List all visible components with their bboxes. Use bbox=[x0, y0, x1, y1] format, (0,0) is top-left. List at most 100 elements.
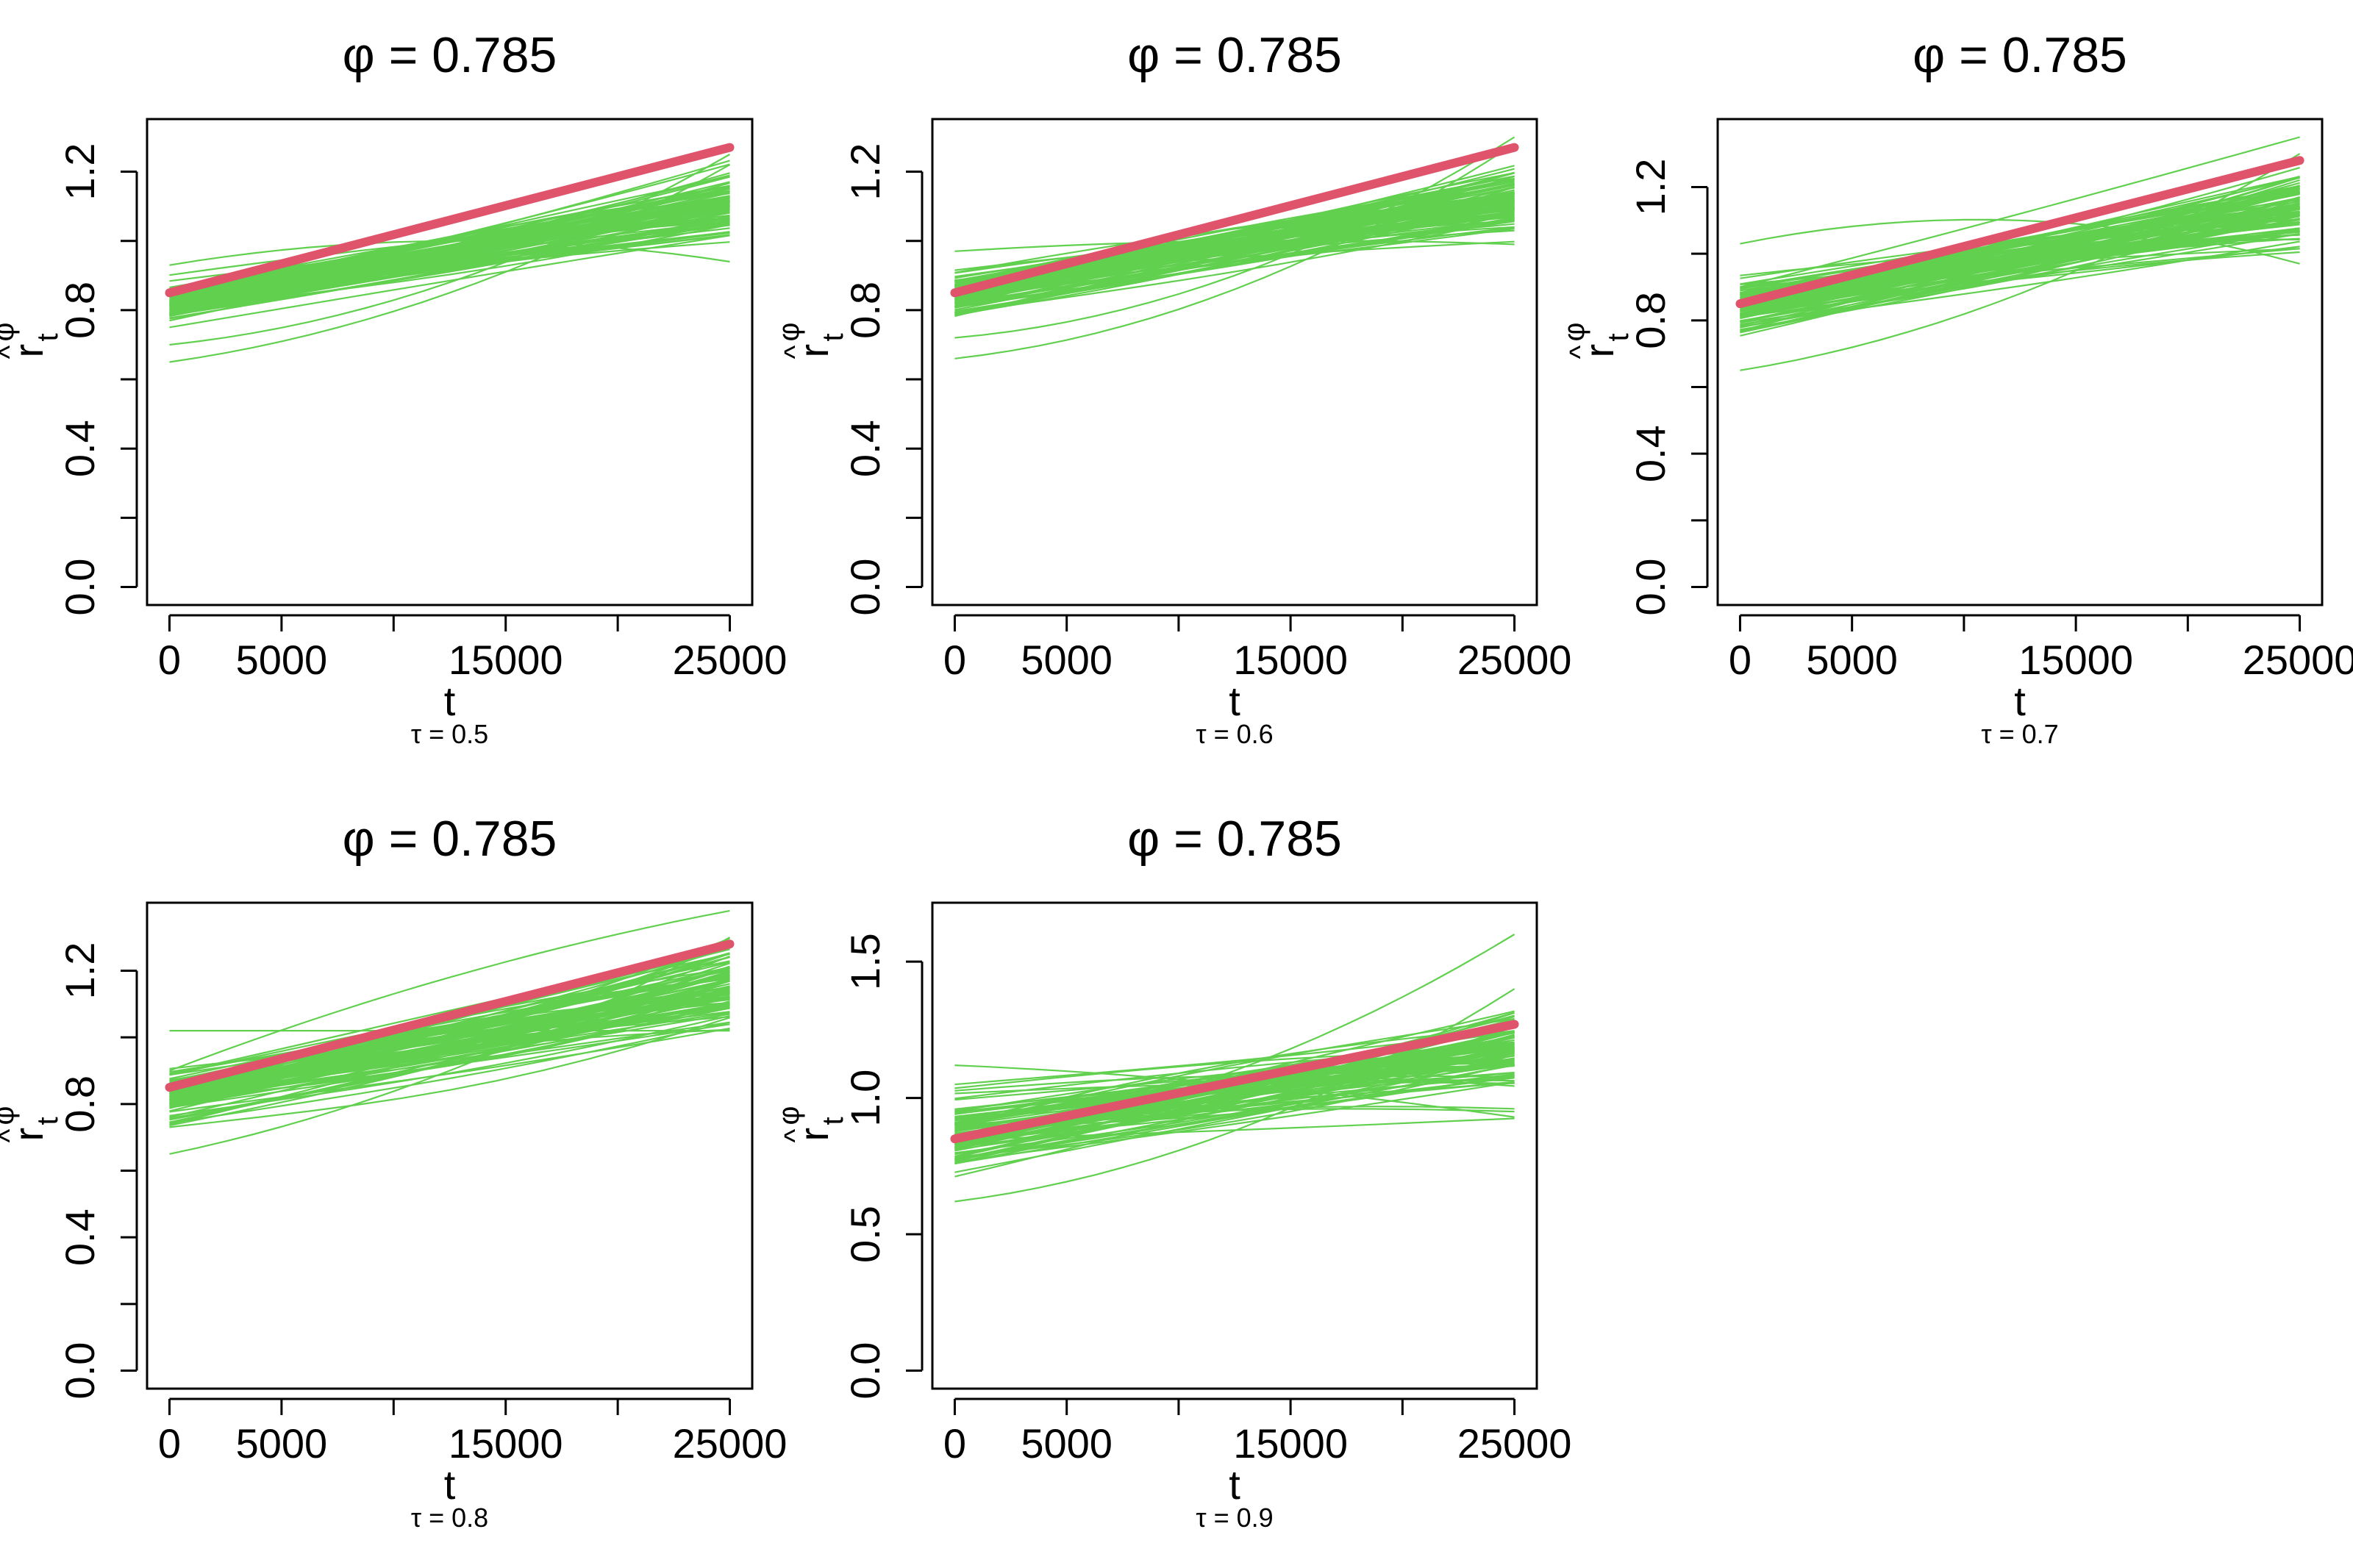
bootstrap-curve bbox=[169, 196, 730, 301]
bootstrap-curve bbox=[954, 1072, 1515, 1152]
bootstrap-curve bbox=[169, 1006, 730, 1089]
true-curve bbox=[950, 143, 1519, 298]
y-label-sup: φ bbox=[0, 1106, 20, 1125]
bootstrap-curve bbox=[169, 210, 730, 316]
panel-title: φ = 0.785 bbox=[1127, 811, 1342, 867]
bootstrap-curve bbox=[169, 1007, 730, 1089]
bootstrap-curve bbox=[169, 195, 730, 317]
y-tick-label: 0.5 bbox=[842, 1206, 888, 1263]
bootstrap-curve bbox=[954, 1063, 1515, 1113]
true-curve bbox=[1735, 156, 2304, 309]
bootstrap-curve bbox=[169, 227, 730, 305]
bootstrap-curve bbox=[169, 154, 731, 346]
y-tick-label: 0.0 bbox=[842, 559, 888, 616]
y-tick-label: 0.8 bbox=[57, 1075, 103, 1133]
bootstrap-curve bbox=[169, 978, 730, 1098]
y-label-hat: ^ bbox=[1564, 346, 1596, 359]
x-tick-label: 0 bbox=[1729, 637, 1752, 683]
x-tick-label: 15000 bbox=[1233, 1420, 1348, 1467]
panel-title: φ = 0.785 bbox=[1127, 27, 1342, 83]
x-tick-label: 0 bbox=[943, 1420, 966, 1467]
panel-caption: τ = 0.5 bbox=[411, 719, 488, 749]
y-tick-label: 0.0 bbox=[57, 559, 103, 616]
bootstrap-curve bbox=[169, 240, 730, 266]
y-tick-label: 1.5 bbox=[842, 933, 888, 990]
y-tick-label: 1.2 bbox=[57, 942, 103, 1000]
x-tick-label: 15000 bbox=[2018, 637, 2133, 683]
x-tick-label: 25000 bbox=[1457, 1420, 1572, 1467]
x-tick-label: 5000 bbox=[236, 637, 328, 683]
x-tick-label: 15000 bbox=[449, 1420, 563, 1467]
y-tick-label: 1.2 bbox=[57, 143, 103, 201]
y-label-sup: φ bbox=[0, 323, 20, 342]
true-curve bbox=[165, 143, 735, 298]
x-tick-label: 0 bbox=[943, 637, 966, 683]
y-label-sub: t bbox=[1602, 333, 1635, 341]
y-tick-label: 0.0 bbox=[842, 1342, 888, 1400]
bootstrap-curve bbox=[1740, 218, 2300, 265]
plot-frame bbox=[931, 118, 1538, 606]
y-tick-label: 0.8 bbox=[57, 282, 103, 339]
bootstrap-curve bbox=[1740, 136, 2300, 288]
bootstrap-curve bbox=[954, 1048, 1515, 1151]
plot-frame bbox=[931, 901, 1538, 1390]
bootstrap-curve bbox=[1740, 187, 2300, 304]
bootstrap-curve bbox=[169, 909, 730, 1072]
bootstrap-curve bbox=[954, 190, 1515, 301]
x-tick-label: 5000 bbox=[236, 1420, 328, 1467]
y-label-base: r bbox=[5, 1128, 51, 1142]
bootstrap-curve bbox=[954, 1081, 1515, 1163]
panel-caption: τ = 0.9 bbox=[1196, 1503, 1273, 1533]
bootstrap-curve bbox=[1740, 153, 2301, 371]
panel-caption: τ = 0.7 bbox=[1981, 719, 2058, 749]
y-label-hat: ^ bbox=[0, 1129, 26, 1143]
bootstrap-curve bbox=[1740, 185, 2300, 333]
y-tick-label: 0.4 bbox=[1627, 425, 1674, 482]
bootstrap-curve bbox=[954, 1055, 1515, 1148]
y-label-sub: t bbox=[32, 1117, 64, 1125]
x-tick-label: 15000 bbox=[1233, 637, 1348, 683]
x-axis-label: t bbox=[2014, 678, 2026, 724]
x-axis-label: t bbox=[444, 1461, 456, 1508]
y-label-hat: ^ bbox=[779, 1129, 811, 1143]
x-tick-label: 25000 bbox=[673, 1420, 788, 1467]
bootstrap-curve bbox=[954, 186, 1515, 315]
y-tick-label: 0.8 bbox=[842, 282, 888, 339]
bootstrap-curve bbox=[169, 1000, 730, 1101]
bootstrap-curve bbox=[1740, 251, 2300, 318]
bootstrap-curve bbox=[169, 977, 730, 1108]
bootstrap-curve bbox=[169, 207, 730, 310]
bootstrap-curve bbox=[1740, 187, 2300, 308]
y-tick-label: 1.2 bbox=[1627, 159, 1674, 216]
bootstrap-curve bbox=[954, 1075, 1515, 1160]
panel-title: φ = 0.785 bbox=[343, 27, 557, 83]
plot-area bbox=[950, 934, 1519, 1203]
x-tick-label: 0 bbox=[158, 637, 181, 683]
y-label-base: r bbox=[790, 344, 837, 358]
bootstrap-curve bbox=[169, 937, 731, 1155]
x-axis-label: t bbox=[444, 678, 456, 724]
bootstrap-curve bbox=[954, 1057, 1515, 1165]
panel-title: φ = 0.785 bbox=[343, 811, 557, 867]
bootstrap-curve bbox=[169, 1021, 730, 1102]
panel-title: φ = 0.785 bbox=[1913, 27, 2127, 83]
bootstrap-curve bbox=[1740, 212, 2300, 305]
bootstrap-curve bbox=[169, 215, 730, 317]
plot-frame bbox=[146, 118, 754, 606]
y-label-sup: φ bbox=[773, 323, 805, 342]
y-label-base: r bbox=[1576, 344, 1622, 358]
y-tick-label: 0.4 bbox=[842, 420, 888, 477]
y-tick-label: 1.2 bbox=[842, 143, 888, 201]
bootstrap-curve bbox=[954, 172, 1515, 301]
x-tick-label: 25000 bbox=[2243, 637, 2353, 683]
y-label-hat: ^ bbox=[0, 346, 26, 359]
x-tick-label: 5000 bbox=[1806, 637, 1898, 683]
y-axis-label: r^ t φ bbox=[0, 1106, 64, 1143]
y-label-sub: t bbox=[817, 333, 849, 341]
bootstrap-curve bbox=[954, 136, 1515, 339]
bootstrap-curve bbox=[954, 1063, 1515, 1159]
